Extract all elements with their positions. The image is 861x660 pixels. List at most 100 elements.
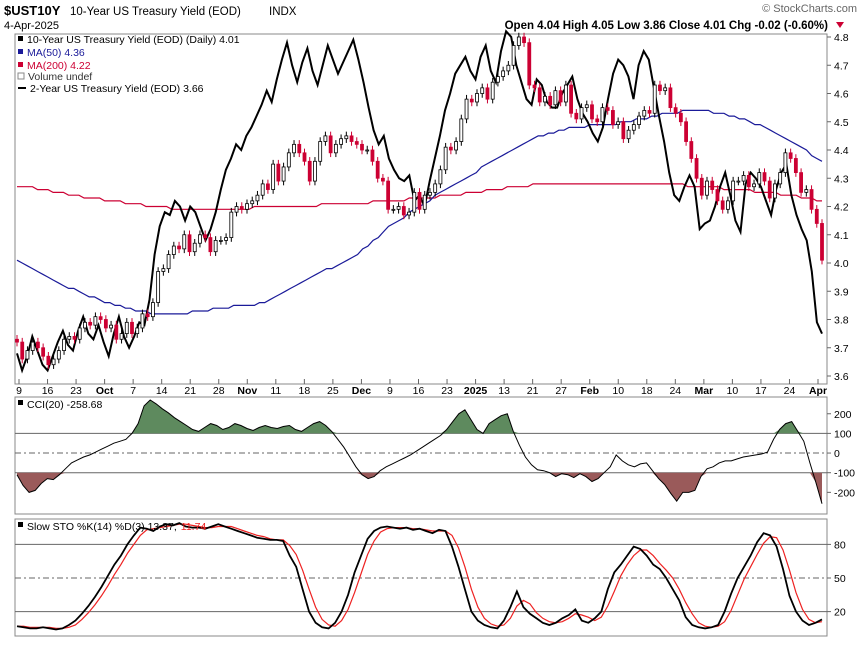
candle-body (229, 211, 234, 238)
candle-body (605, 107, 610, 111)
x-tick-label: 14 (156, 385, 168, 397)
candle-body (145, 313, 150, 318)
candle-body (438, 169, 443, 185)
price-y-tick-label: 3.9 (834, 286, 849, 298)
candle-body (590, 104, 594, 120)
x-tick-label: 16 (413, 385, 425, 397)
candle-body (171, 245, 176, 255)
price-y-tick-label: 3.6 (834, 371, 849, 383)
candle-body (401, 206, 406, 216)
cci-y-tick-label: 200 (834, 409, 852, 421)
candle-body (30, 341, 35, 351)
cci-legend: CCI(20) -258.68 (18, 399, 102, 411)
quote-summary: Open 4.04 High 4.05 Low 3.86 Close 4.01 … (505, 20, 829, 32)
candle-body (93, 316, 98, 326)
candle-body (260, 183, 265, 196)
cci-y-tick-label: -200 (834, 487, 855, 499)
security-name: 10-Year US Treasury Yield (EOD) (70, 6, 241, 18)
candle-body (448, 146, 453, 151)
x-tick-label: 25 (327, 385, 339, 397)
legend-swatch-ma50 (18, 49, 23, 54)
candle-body (25, 350, 30, 360)
candle-body (166, 254, 171, 270)
candle-body (187, 234, 192, 253)
candle-body (600, 107, 605, 123)
candle-body (658, 84, 662, 92)
price-y-tick-label: 4.4 (834, 145, 849, 157)
legend-cci: CCI(20) -258.68 (27, 399, 102, 411)
candle-body (41, 347, 46, 357)
candle-body (579, 107, 584, 120)
watermark: © StockCharts.com (762, 3, 857, 15)
candle-body (396, 206, 401, 210)
candle-body (553, 90, 558, 106)
candle-body (522, 36, 526, 44)
x-tick-label: Feb (580, 385, 599, 397)
candle-body (673, 107, 678, 114)
candle-body (778, 172, 783, 185)
x-tick-label: 16 (42, 385, 54, 397)
candle-body (88, 321, 93, 326)
symbol: $UST10Y (4, 3, 61, 18)
down-arrow-icon (836, 22, 844, 28)
candle-body (140, 313, 145, 329)
candle-body (349, 135, 354, 142)
candle-body (182, 234, 187, 250)
x-tick-label: Apr (809, 385, 827, 397)
x-tick-label: Oct (96, 385, 114, 397)
candle-body (809, 189, 814, 210)
sto-y-tick-label: 80 (834, 539, 846, 551)
cci-y-tick-label: -100 (834, 468, 855, 480)
x-tick-label: 21 (184, 385, 196, 397)
x-tick-label: 23 (441, 385, 453, 397)
candle-body (642, 110, 647, 117)
candle-body (668, 87, 673, 109)
price-y-tick-label: 4.8 (834, 32, 849, 44)
candle-body (360, 143, 364, 151)
candle-body (365, 149, 370, 152)
candle-body (469, 98, 474, 103)
candle-body (459, 118, 464, 142)
x-tick-label: 10 (612, 385, 624, 397)
x-tick-label: Nov (237, 385, 257, 397)
candle-body (135, 327, 140, 335)
candle-body (276, 163, 281, 182)
candle-body (177, 245, 181, 250)
candle-body (741, 175, 746, 182)
candle-body (313, 160, 317, 182)
cci-panel (14, 396, 828, 515)
candle-body (333, 143, 338, 154)
candle-body (130, 321, 134, 335)
candle-body (370, 149, 375, 162)
sto-y-tick-label: 20 (834, 607, 846, 619)
candle-body (20, 341, 25, 360)
cci-y-tick-label: 0 (834, 448, 840, 460)
candle-body (799, 172, 803, 193)
candle-body (595, 118, 600, 123)
candle-body (511, 45, 516, 66)
x-tick-label: 13 (498, 385, 510, 397)
candle-body (548, 95, 553, 106)
candle-body (250, 200, 255, 205)
cci-y-tick-label: 100 (834, 428, 852, 440)
x-tick-label: 23 (70, 385, 82, 397)
candle-body (684, 121, 688, 142)
legend-swatch-price (18, 36, 23, 41)
candle-body (611, 110, 615, 125)
candle-body (417, 191, 422, 210)
candle-body (485, 87, 490, 100)
legend-sto: Slow STO %K(14) %D(3) 13.37, 11.74 (27, 521, 206, 533)
candle-body (297, 143, 302, 154)
candle-body (501, 70, 506, 77)
candle-body (218, 239, 223, 242)
candle-body (762, 172, 767, 182)
x-tick-label: 10 (727, 385, 739, 397)
legend-ma200: MA(200) 4.22 (27, 60, 91, 72)
candle-body (234, 206, 239, 213)
legend-swatch-volume (17, 72, 25, 80)
candle-body (56, 350, 61, 360)
candle-body (616, 121, 621, 125)
x-tick-label: 2025 (464, 385, 488, 397)
candle-body (475, 93, 479, 103)
